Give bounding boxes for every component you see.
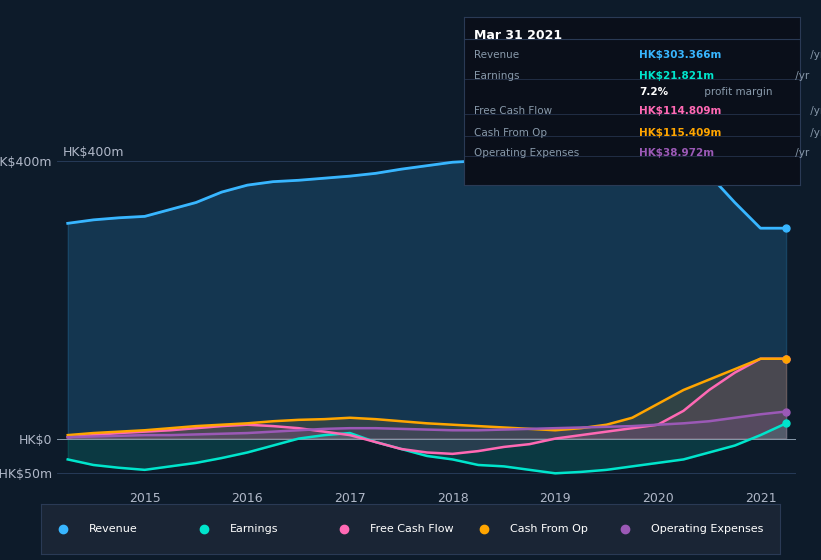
Text: HK$114.809m: HK$114.809m xyxy=(639,106,722,116)
Text: 7.2%: 7.2% xyxy=(639,87,668,97)
Text: HK$38.972m: HK$38.972m xyxy=(639,148,714,158)
Text: Mar 31 2021: Mar 31 2021 xyxy=(474,29,562,41)
Text: Revenue: Revenue xyxy=(89,524,138,534)
Text: /yr: /yr xyxy=(792,148,810,158)
Text: profit margin: profit margin xyxy=(701,87,773,97)
Text: Cash From Op: Cash From Op xyxy=(474,128,547,138)
Text: Operating Expenses: Operating Expenses xyxy=(651,524,763,534)
Text: Free Cash Flow: Free Cash Flow xyxy=(370,524,453,534)
Text: Cash From Op: Cash From Op xyxy=(511,524,588,534)
Text: /yr: /yr xyxy=(792,71,810,81)
Text: Operating Expenses: Operating Expenses xyxy=(474,148,579,158)
Text: HK$400m: HK$400m xyxy=(62,147,124,160)
Text: HK$115.409m: HK$115.409m xyxy=(639,128,722,138)
Text: Earnings: Earnings xyxy=(474,71,520,81)
Text: Earnings: Earnings xyxy=(230,524,278,534)
Text: /yr: /yr xyxy=(807,50,821,60)
Text: Free Cash Flow: Free Cash Flow xyxy=(474,106,552,116)
Text: /yr: /yr xyxy=(807,106,821,116)
Text: HK$21.821m: HK$21.821m xyxy=(639,71,714,81)
Text: HK$303.366m: HK$303.366m xyxy=(639,50,722,60)
Text: Revenue: Revenue xyxy=(474,50,519,60)
Text: /yr: /yr xyxy=(807,128,821,138)
